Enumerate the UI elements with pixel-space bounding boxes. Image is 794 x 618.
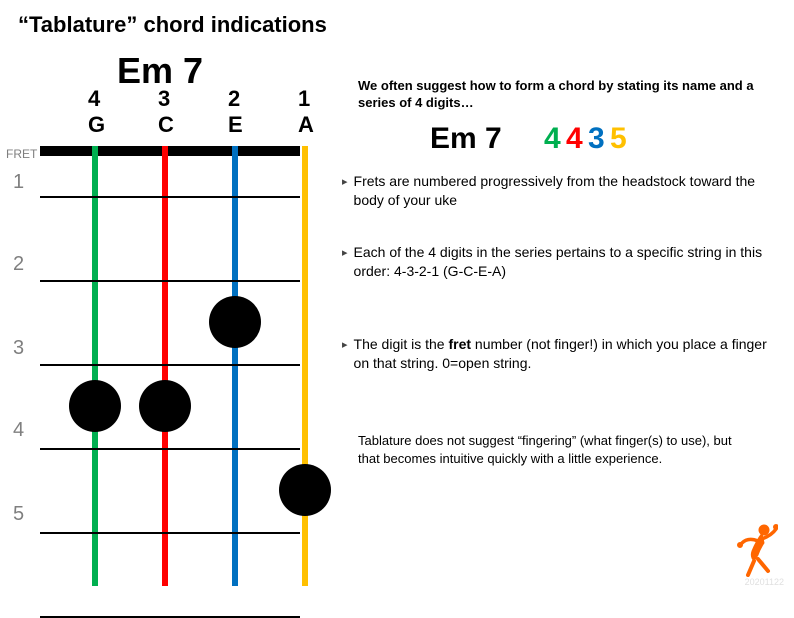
bullet-text: Frets are numbered progressively from th… — [354, 172, 772, 210]
fret-number-label: 5 — [13, 503, 24, 526]
fret-axis-label: FRET — [6, 147, 37, 161]
closing-text: Tablature does not suggest “fingering” (… — [358, 432, 738, 467]
bullet-item: ▸ Each of the 4 digits in the series pert… — [342, 243, 772, 281]
bullet-item: ▸ Frets are numbered progressively from t… — [342, 172, 772, 210]
bullet-icon: ▸ — [342, 246, 348, 259]
string-number-label: 4 — [88, 86, 100, 112]
string-line — [92, 146, 98, 586]
bullet-icon: ▸ — [342, 338, 348, 351]
tablature-digit: 5 — [610, 122, 627, 156]
string-note-label: G — [88, 112, 105, 138]
fret-line — [40, 532, 300, 534]
fret-number-label: 3 — [13, 337, 24, 360]
string-line — [302, 146, 308, 586]
string-number-label: 3 — [158, 86, 170, 112]
fretboard-diagram — [40, 146, 300, 586]
fret-line — [40, 364, 300, 366]
string-line — [232, 146, 238, 586]
string-number-label: 1 — [298, 86, 310, 112]
dancer-logo — [734, 521, 778, 577]
finger-dot — [139, 380, 191, 432]
tablature-digit: 3 — [588, 122, 605, 156]
string-note-label: A — [298, 112, 314, 138]
intro-text: We often suggest how to form a chord by … — [358, 78, 768, 112]
string-number-label: 2 — [228, 86, 240, 112]
tablature-digit: 4 — [566, 122, 583, 156]
nut-line — [40, 146, 300, 156]
fret-line — [40, 280, 300, 282]
string-line — [162, 146, 168, 586]
fret-number-label: 2 — [13, 253, 24, 276]
string-note-label: C — [158, 112, 174, 138]
fret-number-label: 1 — [13, 171, 24, 194]
tablature-chord-name: Em 7 — [430, 122, 502, 156]
finger-dot — [69, 380, 121, 432]
fret-line — [40, 448, 300, 450]
tablature-digit: 4 — [544, 122, 561, 156]
fret-number-label: 4 — [13, 419, 24, 442]
bullet-text: Each of the 4 digits in the series perta… — [354, 243, 772, 281]
page-title: “Tablature” chord indications — [18, 12, 327, 38]
finger-dot — [279, 464, 331, 516]
bullet-item: ▸ The digit is the fret number (not finge… — [342, 335, 772, 373]
version-stamp: 20201122 — [745, 577, 784, 587]
fret-line — [40, 196, 300, 198]
bullet-text: The digit is the fret number (not finger… — [354, 335, 772, 373]
finger-dot — [209, 296, 261, 348]
bullet-icon: ▸ — [342, 175, 348, 188]
string-note-label: E — [228, 112, 243, 138]
